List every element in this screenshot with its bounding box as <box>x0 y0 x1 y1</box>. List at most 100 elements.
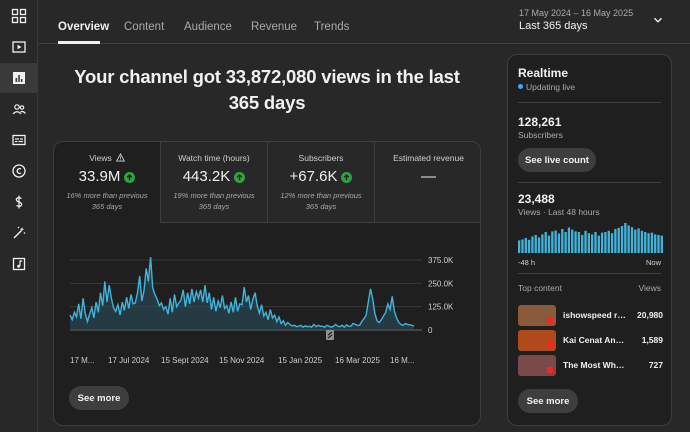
video-views: 1,589 <box>641 335 663 345</box>
live-dot-icon <box>518 84 523 89</box>
audio-library-icon[interactable] <box>0 249 38 279</box>
page-title: Your channel got 33,872,080 views in the… <box>74 66 460 113</box>
x-tick-label: 16 Mar 2025 <box>335 356 380 365</box>
realtime-bar <box>518 240 521 253</box>
realtime-bar <box>650 232 654 253</box>
metric-value: 443.2K <box>182 168 231 185</box>
realtime-views-count: 23,488 <box>518 192 555 206</box>
realtime-bar <box>587 233 590 253</box>
realtime-bar <box>531 236 534 253</box>
copyright-icon[interactable] <box>0 156 38 186</box>
video-title: ishowspeed re... <box>563 310 628 320</box>
realtime-bar <box>521 239 524 253</box>
see-live-count-button[interactable]: See live count <box>518 148 596 172</box>
chevron-down-icon[interactable] <box>652 14 664 26</box>
content-icon[interactable] <box>0 32 38 62</box>
x-tick-label: 15 Nov 2024 <box>219 356 265 365</box>
community-icon[interactable] <box>0 94 38 124</box>
realtime-bar <box>640 230 644 253</box>
live-status: Updating live <box>526 82 576 92</box>
realtime-bar <box>620 226 624 253</box>
realtime-bar <box>624 223 627 253</box>
subtitles-icon[interactable] <box>0 125 38 155</box>
realtime-bar <box>581 235 584 253</box>
shorts-icon <box>547 317 553 323</box>
tab-overview[interactable]: Overview <box>58 21 110 33</box>
upload-marker-icon[interactable] <box>326 330 334 340</box>
trend-up-icon <box>341 171 353 183</box>
tab-revenue[interactable]: Revenue <box>251 21 298 33</box>
realtime-bar <box>654 234 657 253</box>
metric-estimated-revenue[interactable]: Estimated revenue — <box>375 142 480 223</box>
views-chart[interactable]: 375.0K 250.0K 125.0K 0 17 M... 17 Jul 2024 15… <box>54 242 481 372</box>
video-thumbnail <box>518 355 556 376</box>
axis-start-label: -48 h <box>518 258 536 267</box>
realtime-views-label: Views · Last 48 hours <box>518 207 600 217</box>
realtime-bar <box>564 232 567 253</box>
realtime-bar <box>554 230 557 253</box>
views-column-heading: Views <box>638 283 661 293</box>
top-content-item[interactable]: Kai Cenat And ... 1,589 <box>518 329 663 351</box>
top-content-heading: Top content <box>518 283 562 293</box>
realtime-bar <box>567 227 571 253</box>
metric-note: 12% more than previous 365 days <box>280 191 362 211</box>
realtime-bar <box>607 230 610 253</box>
realtime-bar <box>630 227 634 253</box>
shorts-icon <box>547 367 553 373</box>
axis-end-label: Now <box>645 258 661 267</box>
trend-up-icon <box>124 171 136 183</box>
video-thumbnail <box>518 330 556 351</box>
realtime-bar <box>547 235 551 253</box>
metric-watch-time[interactable]: Watch time (hours) 443.2K 19% more than … <box>161 142 268 223</box>
realtime-bar <box>574 231 577 253</box>
realtime-bar-chart[interactable] <box>518 223 663 253</box>
overview-card: Views 33.9M 16% more than previous 365 d… <box>53 141 481 426</box>
tab-audience[interactable]: Audience <box>184 21 232 33</box>
chart-x-axis: 17 M... 17 Jul 2024 15 Sept 2024 15 Nov 202… <box>70 356 414 365</box>
realtime-see-more-button[interactable]: See more <box>518 389 578 413</box>
date-range-text: 17 May 2024 – 16 May 2025 <box>519 8 634 18</box>
metric-views[interactable]: Views 33.9M 16% more than previous 365 d… <box>54 142 161 223</box>
x-tick-label: 17 M... <box>70 356 94 365</box>
realtime-bar <box>524 238 527 253</box>
analytics-icon[interactable] <box>0 63 38 93</box>
video-views: 727 <box>648 360 663 370</box>
metric-label: Estimated revenue <box>393 153 464 163</box>
top-content-item[interactable]: The Most Wholes... 727 <box>518 354 663 376</box>
subscriber-count: 128,261 <box>518 115 562 129</box>
earn-icon[interactable] <box>0 187 38 217</box>
realtime-bar <box>534 235 537 253</box>
x-tick-label: 15 Sept 2024 <box>161 356 209 365</box>
top-content-item[interactable]: ishowspeed re... 20,980 <box>518 304 663 326</box>
metric-label: Subscribers <box>298 153 344 163</box>
tab-content[interactable]: Content <box>124 21 165 33</box>
realtime-bar <box>577 232 581 253</box>
metric-value: +67.6K <box>289 168 338 185</box>
metric-label: Watch time (hours) <box>178 153 250 163</box>
video-thumbnail <box>518 305 556 326</box>
realtime-bar <box>614 229 617 253</box>
active-tab-indicator <box>58 41 100 44</box>
realtime-bar <box>634 229 637 253</box>
divider <box>518 273 661 274</box>
y-tick-label: 125.0K <box>428 303 454 312</box>
video-views: 20,980 <box>637 310 663 320</box>
sidebar-rail <box>0 0 38 432</box>
realtime-bar <box>657 235 660 253</box>
metric-value: 33.9M <box>78 168 121 185</box>
see-more-button[interactable]: See more <box>69 386 129 410</box>
realtime-bar <box>544 232 547 253</box>
realtime-bar <box>527 239 531 253</box>
y-tick-label: 0 <box>428 326 433 335</box>
tab-trends[interactable]: Trends <box>314 21 350 33</box>
metric-subscribers[interactable]: Subscribers +67.6K 12% more than previou… <box>268 142 375 223</box>
realtime-bar <box>604 232 607 253</box>
realtime-bar <box>594 232 597 253</box>
chart-line <box>69 257 415 329</box>
dashboard-icon[interactable] <box>0 1 38 31</box>
video-title: Kai Cenat And ... <box>563 335 628 345</box>
y-tick-label: 375.0K <box>428 256 454 265</box>
customisation-icon[interactable] <box>0 218 38 248</box>
divider <box>518 182 661 183</box>
warning-icon <box>115 153 125 162</box>
